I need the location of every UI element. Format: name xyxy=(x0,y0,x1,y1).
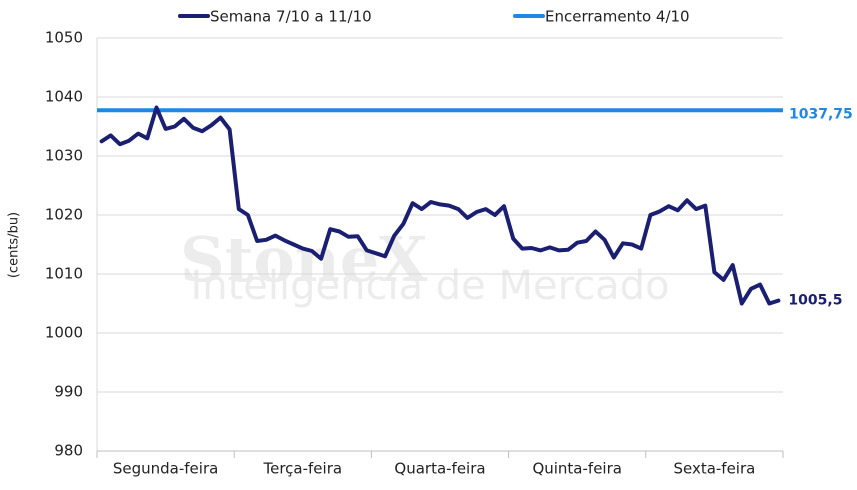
legend-label: Semana 7/10 a 11/10 xyxy=(210,8,372,26)
y-tick-label: 1020 xyxy=(45,206,83,224)
y-tick-label: 980 xyxy=(54,442,83,460)
watermark: StoneX xyxy=(180,223,428,296)
x-tick-label: Sexta-feira xyxy=(673,460,755,478)
y-tick-label: 1010 xyxy=(45,265,83,283)
legend-label: Encerramento 4/10 xyxy=(545,8,690,26)
y-tick-label: 1040 xyxy=(45,88,83,106)
reference-label: 1037,75 xyxy=(789,106,853,122)
series-line xyxy=(99,105,781,306)
watermark: Inteligência de Mercado xyxy=(190,263,669,309)
y-tick-label: 1030 xyxy=(45,147,83,165)
y-axis-label: (cents/bu) xyxy=(7,212,22,278)
y-tick-label: 1050 xyxy=(45,29,83,47)
x-tick-label: Quarta-feira xyxy=(394,460,485,478)
y-tick-label: 990 xyxy=(54,383,83,401)
x-tick-label: Quinta-feira xyxy=(532,460,622,478)
end-label: 1005,5 xyxy=(788,293,842,309)
x-tick-label: Segunda-feira xyxy=(113,460,218,478)
y-tick-label: 1000 xyxy=(45,324,83,342)
x-tick-label: Terça-feira xyxy=(263,460,343,478)
